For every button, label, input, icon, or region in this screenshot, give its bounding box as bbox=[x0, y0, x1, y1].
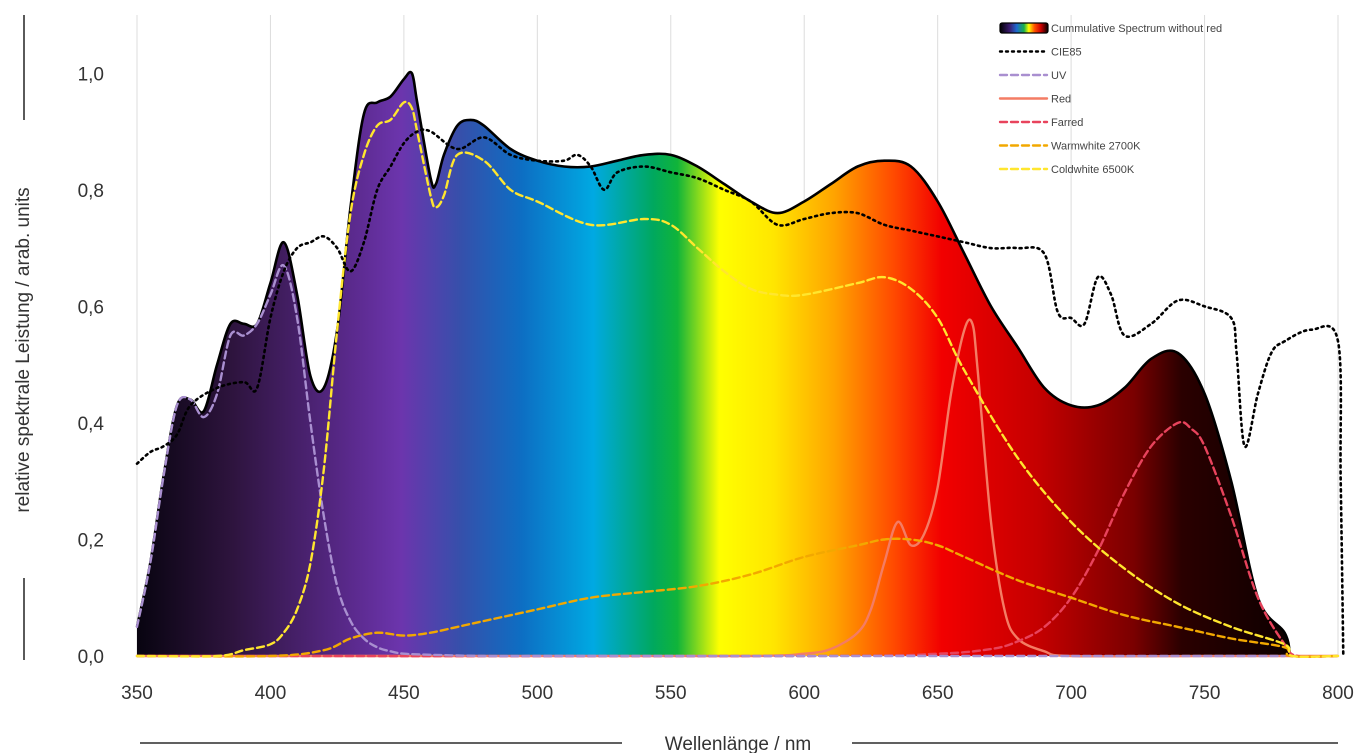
y-tick-label: 0,4 bbox=[78, 414, 105, 435]
legend-label-uv: UV bbox=[1051, 70, 1067, 82]
series-cummulative-spectrum-without-red-outline bbox=[135, 70, 1292, 657]
x-tick-label: 450 bbox=[388, 683, 420, 704]
series-farred-line bbox=[135, 420, 1340, 659]
x-tick-label: 350 bbox=[121, 683, 153, 704]
series-coldwhite-6500k-line bbox=[135, 100, 1340, 659]
y-tick-label: 1,0 bbox=[78, 64, 104, 85]
y-tick-label: 0,8 bbox=[78, 181, 104, 202]
x-tick-label: 600 bbox=[788, 683, 820, 704]
x-tick-label: 400 bbox=[255, 683, 287, 704]
legend-label-red: Red bbox=[1051, 94, 1071, 106]
y-axis-title: relative spektrale Leistung / arab. unit… bbox=[13, 187, 34, 512]
y-tick-label: 0,0 bbox=[78, 647, 104, 668]
series-layer bbox=[135, 70, 1345, 659]
series-cummulative-spectrum-without-red-area bbox=[137, 72, 1290, 657]
x-axis-title: Wellenlänge / nm bbox=[665, 734, 811, 753]
x-tick-label: 700 bbox=[1055, 683, 1087, 704]
x-tick-label: 650 bbox=[922, 683, 954, 704]
x-tick-label: 500 bbox=[521, 683, 553, 704]
x-tick-label: 800 bbox=[1322, 683, 1354, 704]
legend-label-farred: Farred bbox=[1051, 117, 1083, 129]
legend-label-warmwhite-2700k: Warmwhite 2700K bbox=[1051, 141, 1141, 153]
legend-label-cie85: CIE85 bbox=[1051, 47, 1082, 59]
series-uv-line bbox=[135, 264, 1286, 658]
y-tick-label: 0,6 bbox=[78, 297, 104, 318]
series-warmwhite-2700k-line bbox=[135, 537, 1340, 658]
legend-label-cummulative-spectrum-without-red: Cummulative Spectrum without red bbox=[1051, 23, 1222, 35]
y-tick-label: 0,2 bbox=[78, 530, 104, 551]
series-cie85-line bbox=[135, 128, 1345, 658]
x-tick-label: 750 bbox=[1189, 683, 1221, 704]
legend: Cummulative Spectrum without red CIE85 UV R… bbox=[998, 22, 1222, 176]
tick-labels: 350 400 450 500 550 600 650 700 750 800 0,0 0,2 0,4 0… bbox=[78, 64, 1354, 704]
legend-label-coldwhite-6500k: Coldwhite 6500K bbox=[1051, 164, 1135, 176]
x-tick-label: 550 bbox=[655, 683, 687, 704]
legend-swatch-spectrum bbox=[999, 22, 1049, 34]
